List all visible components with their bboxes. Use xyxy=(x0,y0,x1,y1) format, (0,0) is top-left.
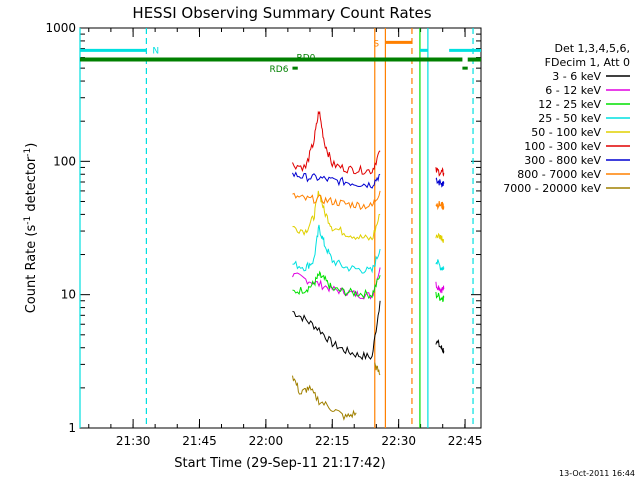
x-tick-label: 22:45 xyxy=(448,434,483,448)
legend-entry-label: 12 - 25 keV xyxy=(538,98,601,111)
x-tick-label: 21:45 xyxy=(182,434,217,448)
series-line xyxy=(292,300,381,361)
y-axis-label-main: Count Rate (s xyxy=(24,225,39,314)
series-line xyxy=(435,177,445,188)
series-line xyxy=(435,281,445,294)
x-axis-label: Start Time (29-Sep-11 21:17:42) xyxy=(174,456,385,471)
series-lines xyxy=(292,110,445,421)
series-line xyxy=(435,200,445,211)
rd6-flag-label: RD6 xyxy=(270,65,289,75)
series-line xyxy=(292,190,381,241)
y-tick-label: 1 xyxy=(68,421,76,435)
legend-entry-label: 50 - 100 keV xyxy=(531,126,601,139)
series-line xyxy=(292,171,381,189)
series-line xyxy=(292,224,381,274)
x-tick-label: 22:15 xyxy=(315,434,350,448)
legend-entry-label: 800 - 7000 keV xyxy=(517,168,601,181)
y-tick-label: 1000 xyxy=(45,21,76,35)
series-line xyxy=(292,190,381,211)
legend-entry-label: 7000 - 20000 keV xyxy=(503,182,601,195)
legend: Det 1,3,4,5,6,FDecim 1, Att 03 - 6 keV6 … xyxy=(503,42,630,195)
x-tick-label: 22:00 xyxy=(249,434,284,448)
y-axis-label-mid: detector xyxy=(24,156,39,216)
n-flag-label: N xyxy=(152,46,159,56)
y-axis-label: Count Rate (s-1 detector-1) xyxy=(23,143,39,314)
legend-entry-label: 100 - 300 keV xyxy=(524,140,601,153)
x-axis: 21:30 21:45 22:00 22:15 22:30 22:45 xyxy=(88,28,483,448)
series-line xyxy=(292,110,381,175)
series-line xyxy=(435,338,445,354)
y-tick-label: 10 xyxy=(61,288,76,302)
y-tick-label: 100 xyxy=(53,154,76,168)
legend-entry-label: 25 - 50 keV xyxy=(538,112,601,125)
series-line xyxy=(435,232,445,243)
series-line xyxy=(435,259,445,271)
legend-header: Det 1,3,4,5,6, xyxy=(554,42,630,55)
x-tick-label: 21:30 xyxy=(116,434,151,448)
series-line xyxy=(292,375,357,421)
y-axis-label-sup-1: -1 xyxy=(23,216,33,225)
y-axis: 1 10 100 1000 xyxy=(45,21,481,435)
x-tick-label: 22:30 xyxy=(381,434,416,448)
series-line xyxy=(292,270,381,300)
plot-frame xyxy=(79,27,482,429)
rd0-flag-label: RD0 xyxy=(296,54,315,64)
series-line xyxy=(435,167,445,177)
legend-entry-label: 3 - 6 keV xyxy=(552,70,601,83)
legend-entry-label: 300 - 800 keV xyxy=(524,154,601,167)
s-flag-label: S xyxy=(373,39,379,49)
y-axis-label-sup-2: -1 xyxy=(23,148,33,157)
vertical-markers xyxy=(79,28,474,428)
series-line xyxy=(435,291,445,303)
series-line xyxy=(374,362,381,376)
legend-entry-label: 6 - 12 keV xyxy=(545,84,601,97)
footer-timestamp: 13-Oct-2011 16:44 xyxy=(559,469,635,478)
observing-annotations: N RD0 RD6 S xyxy=(80,39,481,75)
chart-title: HESSI Observing Summary Count Rates xyxy=(132,4,431,22)
y-axis-label-end: ) xyxy=(24,143,39,148)
legend-header: FDecim 1, Att 0 xyxy=(545,56,630,69)
